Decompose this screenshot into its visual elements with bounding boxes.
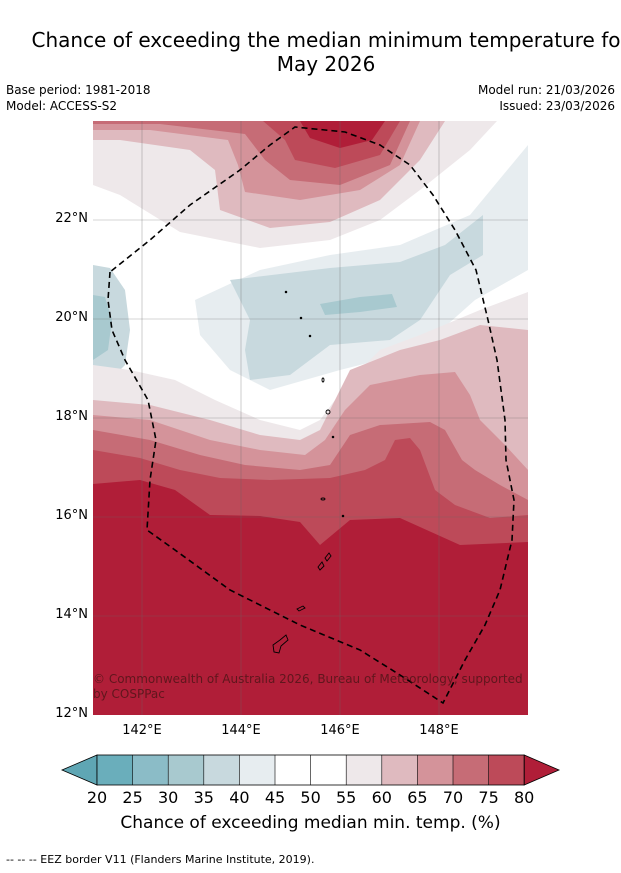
colorbar-extend-low	[60, 754, 98, 786]
island-rota	[296, 605, 306, 612]
eez-border	[107, 126, 515, 705]
cool-band-30-35	[320, 294, 397, 315]
colorbar-segment-40	[239, 755, 275, 785]
island-dot-d	[331, 435, 335, 439]
colorbar	[60, 754, 561, 786]
colorbar-label-65: 65	[407, 788, 428, 807]
issued-label: Issued: 23/03/2026	[499, 99, 615, 113]
islands	[272, 290, 345, 654]
cool-band-35-40	[230, 215, 483, 380]
island-dot-b	[299, 316, 303, 320]
north-band-80	[300, 121, 385, 148]
island-anatahan	[325, 409, 331, 415]
meta-right: Model run: 21/03/2026 Issued: 23/03/2026	[478, 82, 615, 114]
colorbar-segment-65	[417, 755, 453, 785]
colorbar-label-70: 70	[442, 788, 464, 807]
colorbar-dividers	[132, 755, 489, 785]
map-title: Chance of exceeding the median minimum t…	[0, 28, 621, 76]
colorbar-label-80: 80	[514, 788, 535, 807]
colorbar-label-30: 30	[158, 788, 179, 807]
lat-tick-16: 16°N	[55, 508, 88, 523]
colorbar-label-45: 45	[264, 788, 286, 807]
colorbar-label-60: 60	[371, 788, 392, 807]
copyright-notice: © Commonwealth of Australia 2026, Bureau…	[93, 672, 523, 701]
colorbar-segment-25	[132, 755, 169, 785]
colorbar-label-25: 25	[122, 788, 143, 807]
island-dot-c	[284, 290, 288, 294]
model-label: Model: ACCESS-S2	[6, 99, 118, 113]
model-run-label: Model run: 21/03/2026	[477, 83, 615, 97]
island-dot-a	[308, 334, 312, 338]
title-line-2: May 2026	[276, 52, 376, 76]
lon-tick-142: 142°E	[122, 723, 162, 738]
colorbar-segment-45	[275, 755, 311, 785]
colorbar-segment-20	[97, 755, 133, 785]
lat-tick-20: 20°N	[55, 310, 88, 325]
west-cool-core	[93, 295, 112, 360]
map-gridlines	[93, 121, 528, 715]
island-guam	[272, 634, 289, 654]
island-pagan	[321, 377, 325, 383]
colorbar-segment-35	[203, 755, 240, 785]
colorbar-label-20: 20	[86, 788, 108, 807]
island-tinian	[317, 561, 325, 571]
colorbar-label-40: 40	[229, 788, 250, 807]
colorbar-label-35: 35	[193, 788, 214, 807]
meta-left: Base period: 1981-2018 Model: ACCESS-S2	[6, 82, 151, 114]
probability-contours	[93, 121, 528, 715]
island-farallon	[320, 497, 326, 501]
base-period-label: Base period: 1981-2018	[6, 83, 151, 97]
colorbar-segment-75	[488, 755, 525, 785]
lat-tick-12: 12°N	[55, 706, 88, 721]
island-dot-e	[341, 514, 345, 518]
colorbar-label-75: 75	[478, 788, 499, 807]
colorbar-segment-60	[381, 755, 418, 785]
colorbar-label-50: 50	[300, 788, 321, 807]
title-line-1: Chance of exceeding the median minimum t…	[31, 28, 621, 52]
eez-footnote: -- -- -- EEZ border V11 (Flanders Marine…	[6, 853, 315, 866]
colorbar-segment-70	[453, 755, 489, 785]
lat-tick-18: 18°N	[55, 409, 88, 424]
lat-tick-14: 14°N	[55, 607, 88, 622]
colorbar-label-55: 55	[336, 788, 357, 807]
colorbar-segment-30	[168, 755, 204, 785]
colorbar-segment-50	[310, 755, 347, 785]
island-saipan	[324, 552, 332, 562]
colorbar-segment-55	[346, 755, 382, 785]
lon-tick-144: 144°E	[221, 723, 261, 738]
lon-tick-148: 148°E	[419, 723, 459, 738]
lon-tick-146: 146°E	[320, 723, 360, 738]
colorbar-extend-high	[523, 754, 561, 786]
lat-tick-22: 22°N	[55, 211, 88, 226]
colorbar-title: Chance of exceeding median min. temp. (%…	[120, 813, 501, 833]
south-band-80	[93, 480, 528, 715]
